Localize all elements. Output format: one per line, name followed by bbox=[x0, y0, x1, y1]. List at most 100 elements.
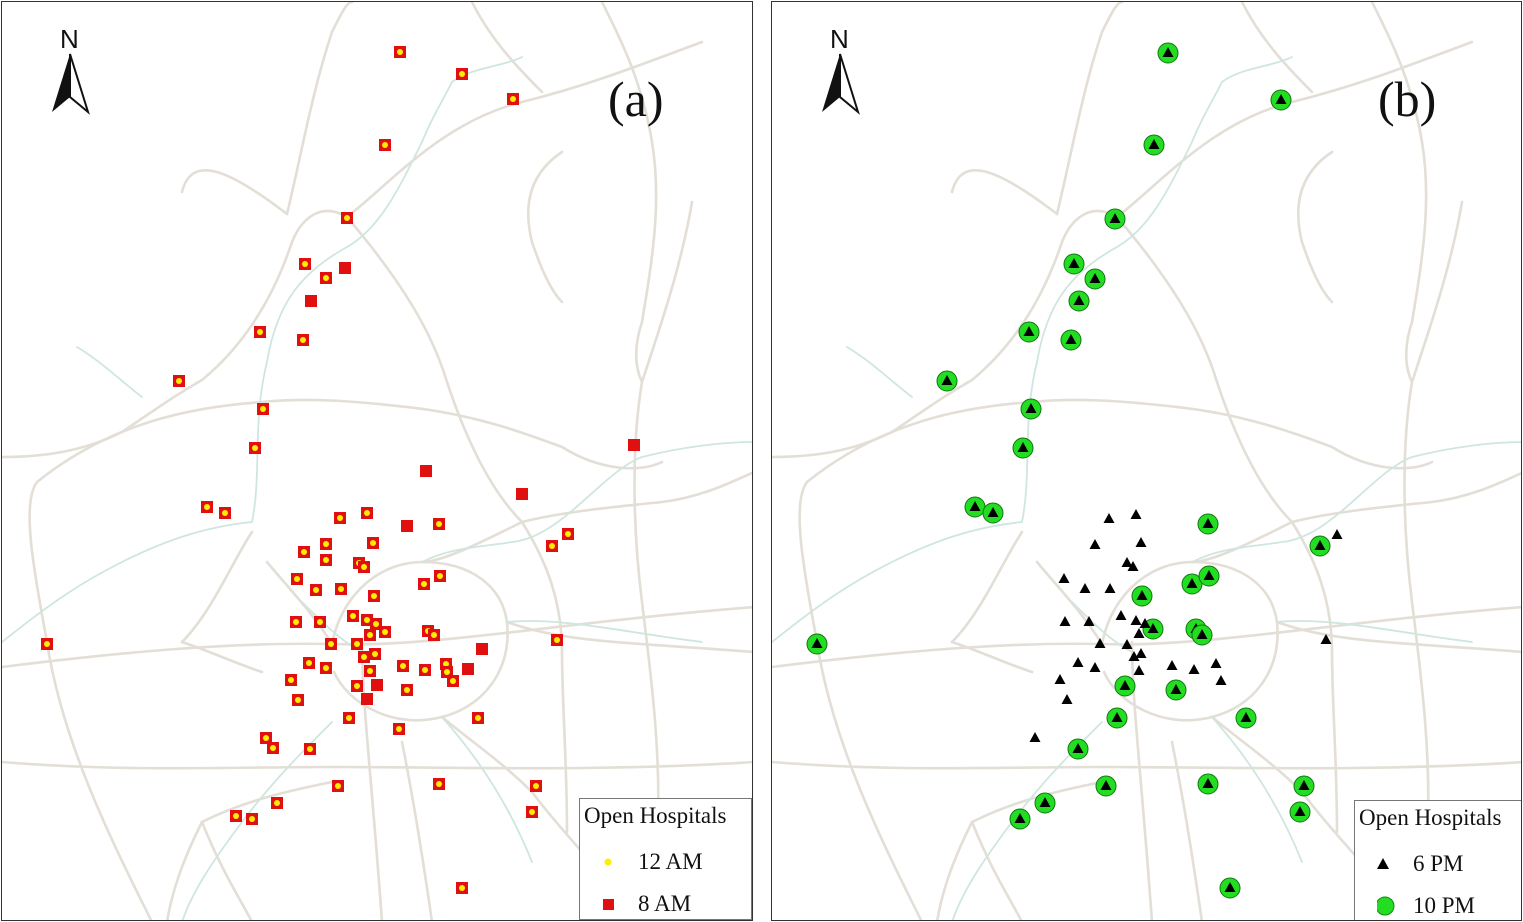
hospital-marker-12am bbox=[533, 783, 539, 789]
legend-title: Open Hospitals bbox=[1359, 805, 1502, 830]
river bbox=[1191, 441, 1521, 563]
road bbox=[560, 445, 664, 470]
hospital-marker-12am bbox=[337, 515, 343, 521]
road bbox=[1170, 740, 1204, 920]
hospital-marker-12am bbox=[459, 71, 465, 77]
road bbox=[600, 2, 658, 384]
hospital-marker-12am bbox=[436, 781, 442, 787]
road bbox=[950, 169, 1059, 216]
legend-item-12am: 12 AM bbox=[580, 847, 751, 877]
hospital-marker-6pm bbox=[1133, 665, 1145, 675]
legend-item-10pm: 10 PM bbox=[1355, 891, 1521, 920]
hospital-marker-6pm bbox=[1094, 638, 1106, 648]
hospital-marker-12am bbox=[421, 581, 427, 587]
hospital-marker-6pm bbox=[1025, 403, 1037, 413]
hospital-marker-6pm bbox=[1210, 658, 1222, 668]
hospital-marker-12am bbox=[475, 715, 481, 721]
hospital-marker-6pm bbox=[1109, 213, 1121, 223]
hospital-marker-6pm bbox=[1089, 273, 1101, 283]
hospital-marker-12am bbox=[346, 715, 352, 721]
hospital-marker-6pm bbox=[1314, 540, 1326, 550]
hospital-marker-6pm bbox=[1119, 680, 1131, 690]
hospital-markers bbox=[41, 46, 640, 894]
hospital-marker-6pm bbox=[1139, 618, 1151, 628]
hospital-marker-12am bbox=[233, 813, 239, 819]
hospital-marker-8am bbox=[516, 488, 528, 500]
legend-label: 12 AM bbox=[638, 849, 703, 874]
hospital-marker-6pm bbox=[1133, 628, 1145, 638]
hospital-marker-12am bbox=[382, 142, 388, 148]
road bbox=[28, 400, 264, 644]
hospital-marker-12am bbox=[176, 378, 182, 384]
hospital-marker-12am bbox=[367, 632, 373, 638]
road bbox=[200, 209, 349, 382]
hospital-marker-6pm bbox=[1089, 662, 1101, 672]
hospital-marker-12am bbox=[361, 654, 367, 660]
hospital-marker-6pm bbox=[1029, 732, 1041, 742]
hospital-marker-12am bbox=[436, 521, 442, 527]
hospital-marker-6pm bbox=[1089, 539, 1101, 549]
river bbox=[506, 620, 703, 643]
road bbox=[2, 760, 752, 770]
hospital-marker-6pm bbox=[1068, 258, 1080, 268]
road bbox=[1030, 398, 1334, 449]
hospital-marker-12am bbox=[252, 445, 258, 451]
hospital-marker-12am bbox=[270, 745, 276, 751]
hospital-marker-12am bbox=[367, 668, 373, 674]
hospital-marker-12am bbox=[554, 637, 560, 643]
road bbox=[505, 620, 752, 654]
road bbox=[180, 640, 264, 674]
hospital-marker-6pm bbox=[1111, 712, 1123, 722]
hospital-marker-12am bbox=[300, 337, 306, 343]
hospital-marker-6pm bbox=[1061, 694, 1073, 704]
hospital-marker-8am bbox=[401, 520, 413, 532]
hospital-marker-6pm bbox=[1275, 94, 1287, 104]
road bbox=[1290, 471, 1521, 524]
hospital-marker-12am bbox=[338, 586, 344, 592]
hospital-marker-12am bbox=[400, 663, 406, 669]
road bbox=[1055, 2, 1124, 216]
road bbox=[1275, 620, 1521, 654]
hospital-marker-12am bbox=[371, 593, 377, 599]
hospital-marker-12am bbox=[313, 587, 319, 593]
legend-item-8am: 8 AM bbox=[580, 889, 751, 919]
hospital-marker-12am bbox=[323, 541, 329, 547]
hospital-marker-6pm bbox=[1166, 660, 1178, 670]
legend-label: 10 PM bbox=[1413, 893, 1475, 918]
hospital-marker-6pm bbox=[1147, 623, 1159, 633]
river bbox=[846, 346, 913, 398]
road bbox=[640, 200, 694, 384]
road bbox=[1115, 215, 1294, 524]
hospital-marker-12am bbox=[450, 678, 456, 684]
hospital-marker-6pm bbox=[1148, 139, 1160, 149]
road bbox=[1130, 640, 1154, 920]
hospital-marker-6pm bbox=[1186, 578, 1198, 588]
road bbox=[1296, 150, 1334, 304]
hospital-marker-12am bbox=[354, 683, 360, 689]
hospital-marker-12am bbox=[354, 641, 360, 647]
map-a bbox=[2, 2, 752, 920]
yellow-dot-icon bbox=[604, 858, 612, 866]
road bbox=[772, 378, 974, 459]
map-panel-b: N (b) Open Hospitals 6 PM 10 PM bbox=[771, 1, 1522, 921]
hospital-marker-12am bbox=[444, 669, 450, 675]
legend-label: 6 PM bbox=[1413, 851, 1464, 876]
hospital-marker-8am bbox=[361, 693, 373, 705]
map-b bbox=[772, 2, 1521, 920]
green-circle-icon bbox=[1377, 896, 1395, 916]
road bbox=[772, 760, 1521, 770]
hospital-marker-12am bbox=[335, 783, 341, 789]
hospital-marker-12am bbox=[443, 661, 449, 667]
hospital-marker-8am bbox=[339, 262, 351, 274]
hospital-marker-6pm bbox=[1059, 616, 1071, 626]
road bbox=[166, 820, 204, 920]
hospital-marker-6pm bbox=[1196, 629, 1208, 639]
road bbox=[45, 640, 153, 920]
hospital-marker-6pm bbox=[1202, 778, 1214, 788]
hospital-marker-6pm bbox=[1130, 509, 1142, 519]
hospital-marker-12am bbox=[370, 540, 376, 546]
hospital-marker-12am bbox=[295, 697, 301, 703]
road bbox=[1035, 560, 1104, 646]
hospital-marker-8am bbox=[420, 465, 432, 477]
red-square-icon bbox=[603, 899, 614, 910]
